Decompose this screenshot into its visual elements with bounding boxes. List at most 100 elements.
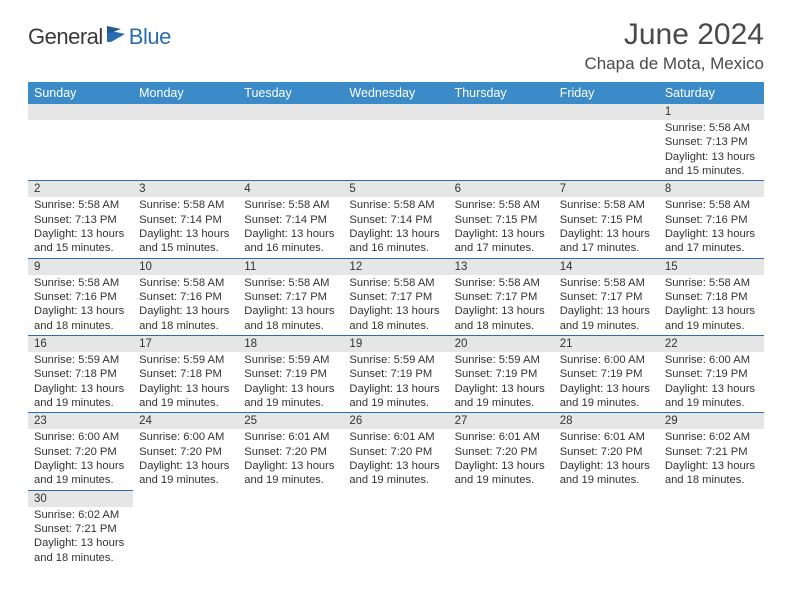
calendar-day-cell: 14Sunrise: 5:58 AMSunset: 7:17 PMDayligh… bbox=[554, 258, 659, 335]
calendar-week-row: 30Sunrise: 6:02 AMSunset: 7:21 PMDayligh… bbox=[28, 490, 764, 567]
day-details bbox=[659, 506, 764, 564]
brand-text-1: General bbox=[28, 24, 103, 50]
day-details bbox=[133, 120, 238, 178]
calendar-week-row: 1Sunrise: 5:58 AMSunset: 7:13 PMDaylight… bbox=[28, 104, 764, 180]
sunset-text: Sunset: 7:15 PM bbox=[560, 213, 653, 227]
day-number: 15 bbox=[659, 258, 764, 275]
sunset-text: Sunset: 7:19 PM bbox=[244, 367, 337, 381]
sunrise-text: Sunrise: 5:59 AM bbox=[244, 353, 337, 367]
day-number bbox=[238, 104, 343, 120]
day-number: 1 bbox=[659, 104, 764, 120]
day-number: 28 bbox=[554, 412, 659, 429]
weekday-header: Tuesday bbox=[238, 82, 343, 104]
sunrise-text: Sunrise: 5:58 AM bbox=[455, 198, 548, 212]
sunrise-text: Sunrise: 5:58 AM bbox=[139, 276, 232, 290]
day-details: Sunrise: 5:58 AMSunset: 7:18 PMDaylight:… bbox=[659, 275, 764, 335]
sunset-text: Sunset: 7:16 PM bbox=[139, 290, 232, 304]
day-details: Sunrise: 6:00 AMSunset: 7:19 PMDaylight:… bbox=[554, 352, 659, 412]
sunrise-text: Sunrise: 5:59 AM bbox=[455, 353, 548, 367]
sunrise-text: Sunrise: 5:58 AM bbox=[455, 276, 548, 290]
daylight-text: Daylight: 13 hours and 19 minutes. bbox=[455, 459, 548, 488]
sunset-text: Sunset: 7:13 PM bbox=[665, 135, 758, 149]
sunset-text: Sunset: 7:14 PM bbox=[244, 213, 337, 227]
calendar-day-cell: 30Sunrise: 6:02 AMSunset: 7:21 PMDayligh… bbox=[28, 490, 133, 567]
calendar-day-cell: 4Sunrise: 5:58 AMSunset: 7:14 PMDaylight… bbox=[238, 180, 343, 257]
calendar-day-cell: 5Sunrise: 5:58 AMSunset: 7:14 PMDaylight… bbox=[343, 180, 448, 257]
sunset-text: Sunset: 7:17 PM bbox=[349, 290, 442, 304]
daylight-text: Daylight: 13 hours and 19 minutes. bbox=[139, 382, 232, 411]
daylight-text: Daylight: 13 hours and 17 minutes. bbox=[560, 227, 653, 256]
sunrise-text: Sunrise: 6:01 AM bbox=[455, 430, 548, 444]
day-details: Sunrise: 6:01 AMSunset: 7:20 PMDaylight:… bbox=[449, 429, 554, 489]
calendar-day-cell: 29Sunrise: 6:02 AMSunset: 7:21 PMDayligh… bbox=[659, 412, 764, 489]
day-number: 5 bbox=[343, 180, 448, 197]
calendar-day-cell: 18Sunrise: 5:59 AMSunset: 7:19 PMDayligh… bbox=[238, 335, 343, 412]
day-number: 7 bbox=[554, 180, 659, 197]
day-number: 24 bbox=[133, 412, 238, 429]
day-details: Sunrise: 5:58 AMSunset: 7:16 PMDaylight:… bbox=[28, 275, 133, 335]
day-details: Sunrise: 6:02 AMSunset: 7:21 PMDaylight:… bbox=[28, 507, 133, 567]
page-header: General Blue June 2024 Chapa de Mota, Me… bbox=[28, 18, 764, 74]
sunrise-text: Sunrise: 5:58 AM bbox=[244, 198, 337, 212]
calendar-day-cell: 9Sunrise: 5:58 AMSunset: 7:16 PMDaylight… bbox=[28, 258, 133, 335]
sunset-text: Sunset: 7:14 PM bbox=[349, 213, 442, 227]
calendar-day-cell: 11Sunrise: 5:58 AMSunset: 7:17 PMDayligh… bbox=[238, 258, 343, 335]
calendar-week-row: 9Sunrise: 5:58 AMSunset: 7:16 PMDaylight… bbox=[28, 258, 764, 335]
calendar-day-cell: 7Sunrise: 5:58 AMSunset: 7:15 PMDaylight… bbox=[554, 180, 659, 257]
calendar-week-row: 23Sunrise: 6:00 AMSunset: 7:20 PMDayligh… bbox=[28, 412, 764, 489]
daylight-text: Daylight: 13 hours and 19 minutes. bbox=[665, 382, 758, 411]
day-details: Sunrise: 5:58 AMSunset: 7:13 PMDaylight:… bbox=[659, 120, 764, 180]
day-number bbox=[449, 490, 554, 506]
day-number: 23 bbox=[28, 412, 133, 429]
location-subtitle: Chapa de Mota, Mexico bbox=[584, 54, 764, 74]
calendar-day-cell: 19Sunrise: 5:59 AMSunset: 7:19 PMDayligh… bbox=[343, 335, 448, 412]
day-number: 29 bbox=[659, 412, 764, 429]
calendar-day-cell: 23Sunrise: 6:00 AMSunset: 7:20 PMDayligh… bbox=[28, 412, 133, 489]
sunset-text: Sunset: 7:19 PM bbox=[665, 367, 758, 381]
day-number bbox=[449, 104, 554, 120]
day-details bbox=[449, 506, 554, 564]
day-number: 19 bbox=[343, 335, 448, 352]
sunset-text: Sunset: 7:17 PM bbox=[455, 290, 548, 304]
sunrise-text: Sunrise: 5:58 AM bbox=[560, 276, 653, 290]
day-number: 26 bbox=[343, 412, 448, 429]
sunset-text: Sunset: 7:20 PM bbox=[34, 445, 127, 459]
sunset-text: Sunset: 7:15 PM bbox=[455, 213, 548, 227]
day-details: Sunrise: 5:58 AMSunset: 7:17 PMDaylight:… bbox=[238, 275, 343, 335]
flag-icon bbox=[107, 26, 127, 42]
weekday-header: Saturday bbox=[659, 82, 764, 104]
calendar-day-cell: 3Sunrise: 5:58 AMSunset: 7:14 PMDaylight… bbox=[133, 180, 238, 257]
calendar-day-cell bbox=[133, 490, 238, 567]
daylight-text: Daylight: 13 hours and 19 minutes. bbox=[560, 304, 653, 333]
sunrise-text: Sunrise: 5:58 AM bbox=[349, 276, 442, 290]
calendar-day-cell bbox=[343, 490, 448, 567]
sunset-text: Sunset: 7:18 PM bbox=[139, 367, 232, 381]
day-number: 8 bbox=[659, 180, 764, 197]
day-details: Sunrise: 5:58 AMSunset: 7:15 PMDaylight:… bbox=[554, 197, 659, 257]
sunrise-text: Sunrise: 5:58 AM bbox=[34, 276, 127, 290]
sunrise-text: Sunrise: 5:58 AM bbox=[349, 198, 442, 212]
sunrise-text: Sunrise: 6:00 AM bbox=[665, 353, 758, 367]
day-number bbox=[554, 104, 659, 120]
daylight-text: Daylight: 13 hours and 17 minutes. bbox=[455, 227, 548, 256]
brand-logo: General Blue bbox=[28, 24, 171, 50]
sunrise-text: Sunrise: 5:58 AM bbox=[560, 198, 653, 212]
sunrise-text: Sunrise: 6:02 AM bbox=[665, 430, 758, 444]
calendar-day-cell: 26Sunrise: 6:01 AMSunset: 7:20 PMDayligh… bbox=[343, 412, 448, 489]
day-number: 20 bbox=[449, 335, 554, 352]
day-number bbox=[238, 490, 343, 506]
calendar-week-row: 16Sunrise: 5:59 AMSunset: 7:18 PMDayligh… bbox=[28, 335, 764, 412]
calendar-day-cell: 8Sunrise: 5:58 AMSunset: 7:16 PMDaylight… bbox=[659, 180, 764, 257]
calendar-day-cell: 6Sunrise: 5:58 AMSunset: 7:15 PMDaylight… bbox=[449, 180, 554, 257]
daylight-text: Daylight: 13 hours and 16 minutes. bbox=[244, 227, 337, 256]
calendar-day-cell: 2Sunrise: 5:58 AMSunset: 7:13 PMDaylight… bbox=[28, 180, 133, 257]
day-details: Sunrise: 5:59 AMSunset: 7:19 PMDaylight:… bbox=[238, 352, 343, 412]
sunset-text: Sunset: 7:18 PM bbox=[665, 290, 758, 304]
daylight-text: Daylight: 13 hours and 15 minutes. bbox=[665, 150, 758, 179]
day-details: Sunrise: 6:00 AMSunset: 7:20 PMDaylight:… bbox=[28, 429, 133, 489]
daylight-text: Daylight: 13 hours and 17 minutes. bbox=[665, 227, 758, 256]
day-number bbox=[28, 104, 133, 120]
calendar-day-cell bbox=[554, 104, 659, 180]
sunrise-text: Sunrise: 6:01 AM bbox=[244, 430, 337, 444]
day-details bbox=[238, 120, 343, 178]
